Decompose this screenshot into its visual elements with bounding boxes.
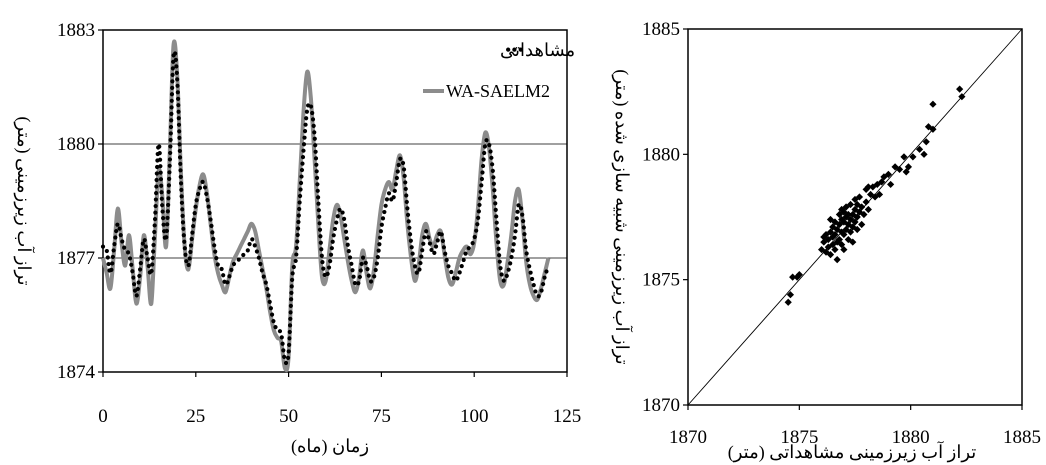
scatter-point: [909, 153, 917, 161]
scatter-point: [826, 251, 835, 259]
scatter-point: [786, 291, 795, 299]
scatter-point: [853, 213, 861, 221]
scatter-point: [956, 85, 964, 93]
x-tick-label: 0: [98, 406, 108, 427]
scatter-point: [789, 273, 797, 281]
scatter-point: [958, 93, 966, 101]
scatter-point: [793, 273, 801, 281]
scatter-point: [831, 230, 839, 239]
scatter-y-tick-label: 1885: [642, 19, 680, 40]
time-series-chart: 1874 1877 1880 1883 0 25 50 75 100 125 مشاهداتی •…: [13, 20, 581, 457]
scatter-point: [853, 200, 861, 209]
scatter-point: [875, 190, 884, 199]
scatter-point: [840, 218, 848, 226]
scatter-point: [820, 233, 828, 241]
scatter-point: [878, 178, 886, 186]
model-series-line: [101, 39, 551, 373]
scatter-y-tick-label: 1875: [642, 270, 680, 291]
y-tick-label: 1880: [57, 134, 95, 155]
y-tick-label: 1877: [57, 248, 95, 269]
scatter-point: [826, 215, 835, 224]
scatter-point: [920, 150, 928, 158]
scatter-y-tick-label: 1880: [642, 144, 680, 165]
scatter-point: [784, 298, 792, 306]
time-series-x-axis-title: زمان (ماه): [291, 436, 369, 457]
scatter-point: [835, 235, 844, 244]
scatter-point: [846, 228, 855, 236]
scatter-point: [838, 240, 846, 249]
scatter-point: [838, 205, 846, 214]
time-series-legend: مشاهداتی ••• WA-SAELM2: [423, 40, 575, 101]
x-tick-label: 25: [186, 406, 205, 427]
scatter-point: [924, 123, 933, 131]
scatter-x-tick-label: 1880: [892, 427, 930, 448]
scatter-point: [895, 165, 904, 173]
scatter-point: [922, 138, 930, 146]
y-tick-label: 1874: [57, 362, 96, 383]
scatter-point: [846, 200, 855, 209]
scatter-y-axis-title: تراز آب زیرزمینی شبیه سازی شده (متر): [611, 69, 633, 364]
legend-observed-marker: •••: [505, 40, 524, 60]
scatter-point: [849, 223, 857, 231]
scatter-point: [855, 193, 864, 201]
scatter-point: [915, 145, 924, 153]
x-tick-label: 125: [553, 406, 582, 427]
scatter-point: [833, 256, 841, 264]
scatter-point: [880, 173, 888, 181]
scatter-x-axis-title: تراز آب زیرزمینی مشاهداتی (متر): [728, 441, 977, 463]
time-series-plot-area: [102, 29, 568, 373]
scatter-point: [820, 238, 828, 246]
scatter-point: [831, 245, 839, 254]
scatter-point: [853, 225, 861, 234]
scatter-plot-area: [687, 28, 1023, 406]
x-tick-label: 50: [279, 406, 298, 427]
scatter-point: [844, 210, 852, 219]
scatter-chart: 1870 1875 1880 1885 1870 1875 1880 1885 تراز آب…: [611, 19, 1041, 463]
scatter-point: [842, 213, 850, 221]
scatter-point: [887, 180, 895, 189]
time-series-y-axis-title: تراز آب زیرزمینی (متر): [13, 117, 35, 286]
scatter-point: [862, 198, 870, 206]
scatter-x-tick-label: 1885: [1003, 427, 1041, 448]
scatter-point: [884, 170, 892, 178]
time-series-lines: [100, 39, 551, 373]
scatter-point: [842, 225, 850, 234]
scatter-points: [784, 85, 966, 306]
scatter-point: [795, 271, 803, 279]
scatter-point: [904, 163, 913, 171]
time-series-axes: 1874 1877 1880 1883 0 25 50 75 100 125: [57, 20, 581, 427]
scatter-point: [833, 225, 841, 234]
scatter-point: [818, 245, 826, 254]
scatter-point: [864, 205, 872, 214]
x-tick-label: 100: [460, 406, 489, 427]
scatter-point: [849, 210, 857, 219]
scatter-point: [929, 125, 937, 133]
scatter-point: [864, 183, 872, 191]
scatter-point: [902, 168, 910, 176]
scatter-point: [826, 228, 835, 236]
scatter-axes: 1870 1875 1880 1885 1870 1875 1880 1885: [642, 19, 1041, 448]
scatter-point: [871, 193, 879, 201]
scatter-point: [860, 210, 868, 219]
legend-model-label: WA-SAELM2: [446, 81, 550, 101]
y-tick-label: 1883: [57, 20, 95, 41]
scatter-x-tick-label: 1875: [780, 427, 818, 448]
scatter-point: [833, 238, 841, 246]
scatter-point: [929, 100, 937, 108]
scatter-point: [900, 153, 908, 161]
scatter-y-tick-label: 1870: [642, 395, 680, 416]
scatter-x-tick-label: 1870: [669, 427, 707, 448]
scatter-point: [851, 218, 859, 226]
scatter-point: [840, 245, 848, 254]
scatter-point: [840, 230, 848, 239]
observed-series-line: [100, 49, 551, 366]
scatter-point: [858, 220, 866, 229]
scatter-point: [849, 238, 857, 246]
legend-observed-label: مشاهداتی: [500, 40, 575, 60]
scatter-point: [855, 208, 864, 216]
x-tick-label: 75: [372, 406, 391, 427]
